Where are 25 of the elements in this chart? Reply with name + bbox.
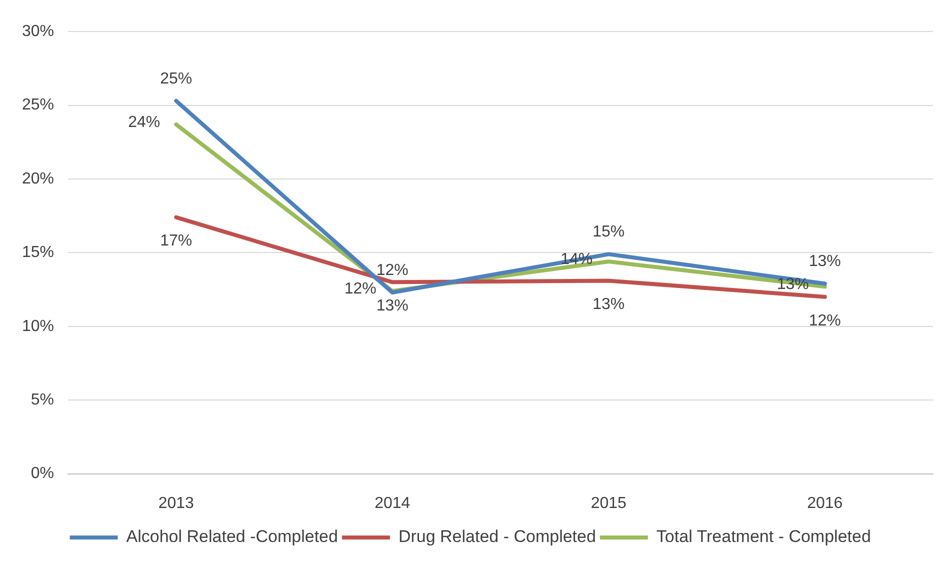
x-tick-label: 2013 bbox=[158, 494, 194, 512]
data-label: 13% bbox=[808, 253, 841, 270]
y-tick-label: 30% bbox=[22, 23, 54, 40]
data-label: 13% bbox=[376, 298, 408, 315]
y-tick-label: 20% bbox=[22, 170, 54, 188]
legend-label: Drug Related - Completed bbox=[398, 527, 596, 546]
x-tick-label: 2014 bbox=[374, 494, 410, 512]
y-tick-label: 15% bbox=[22, 244, 54, 262]
y-tick-label: 10% bbox=[22, 318, 54, 335]
legend-label: Total Treatment - Completed bbox=[656, 527, 871, 546]
x-tick-label: 2016 bbox=[807, 494, 843, 512]
data-label: 24% bbox=[128, 114, 160, 131]
data-label: 12% bbox=[808, 312, 841, 330]
data-label: 12% bbox=[344, 280, 376, 298]
legend-label: Alcohol Related -Completed bbox=[126, 527, 338, 546]
y-tick-label: 25% bbox=[22, 96, 54, 114]
y-tick-label: 5% bbox=[30, 392, 54, 409]
data-label: 13% bbox=[592, 296, 625, 314]
data-label: 25% bbox=[160, 70, 192, 88]
data-label: 14% bbox=[560, 250, 593, 268]
data-label: 15% bbox=[592, 224, 625, 241]
data-label: 12% bbox=[376, 262, 408, 279]
y-tick-label: 0% bbox=[30, 465, 54, 482]
x-tick-label: 2015 bbox=[590, 494, 627, 512]
data-label: 17% bbox=[160, 232, 192, 250]
